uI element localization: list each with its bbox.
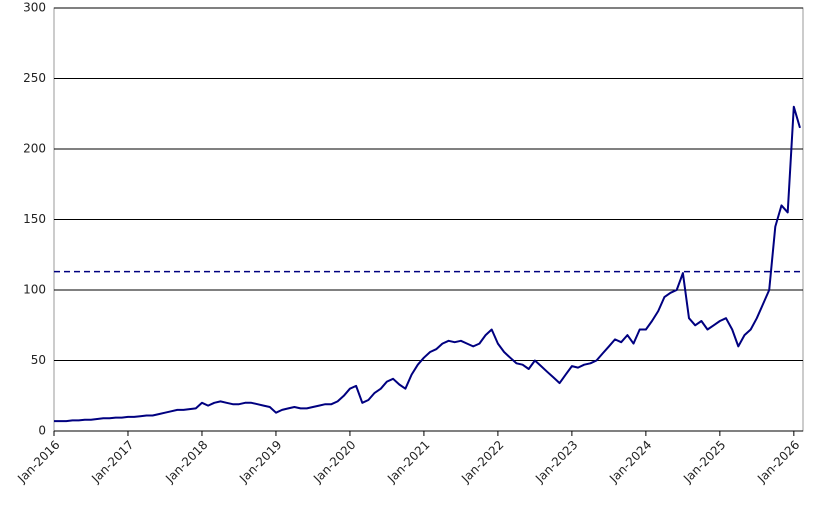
- x-tick-label: Jan-2016: [14, 438, 62, 486]
- price-line: [54, 105, 801, 423]
- y-tick-label: 50: [31, 353, 46, 367]
- x-tick-label: Jan-2017: [88, 438, 136, 486]
- y-tick-label: 300: [23, 1, 46, 15]
- y-tick-label: 100: [23, 283, 46, 297]
- x-tick-label: Jan-2019: [236, 438, 284, 486]
- x-tick-label: Jan-2024: [606, 438, 654, 486]
- y-tick-label: 250: [23, 71, 46, 85]
- y-tick-label: 0: [38, 424, 46, 438]
- y-tick-label: 150: [23, 212, 46, 226]
- x-tick-label: Jan-2022: [458, 438, 506, 486]
- x-tick-label: Jan-2023: [532, 438, 580, 486]
- x-tick-label: Jan-2026: [754, 438, 802, 486]
- x-tick-label: Jan-2018: [162, 438, 210, 486]
- x-tick-label: Jan-2025: [680, 438, 728, 486]
- y-tick-label: 200: [23, 142, 46, 156]
- x-tick-label: Jan-2021: [384, 438, 432, 486]
- x-tick-label: Jan-2020: [310, 438, 358, 486]
